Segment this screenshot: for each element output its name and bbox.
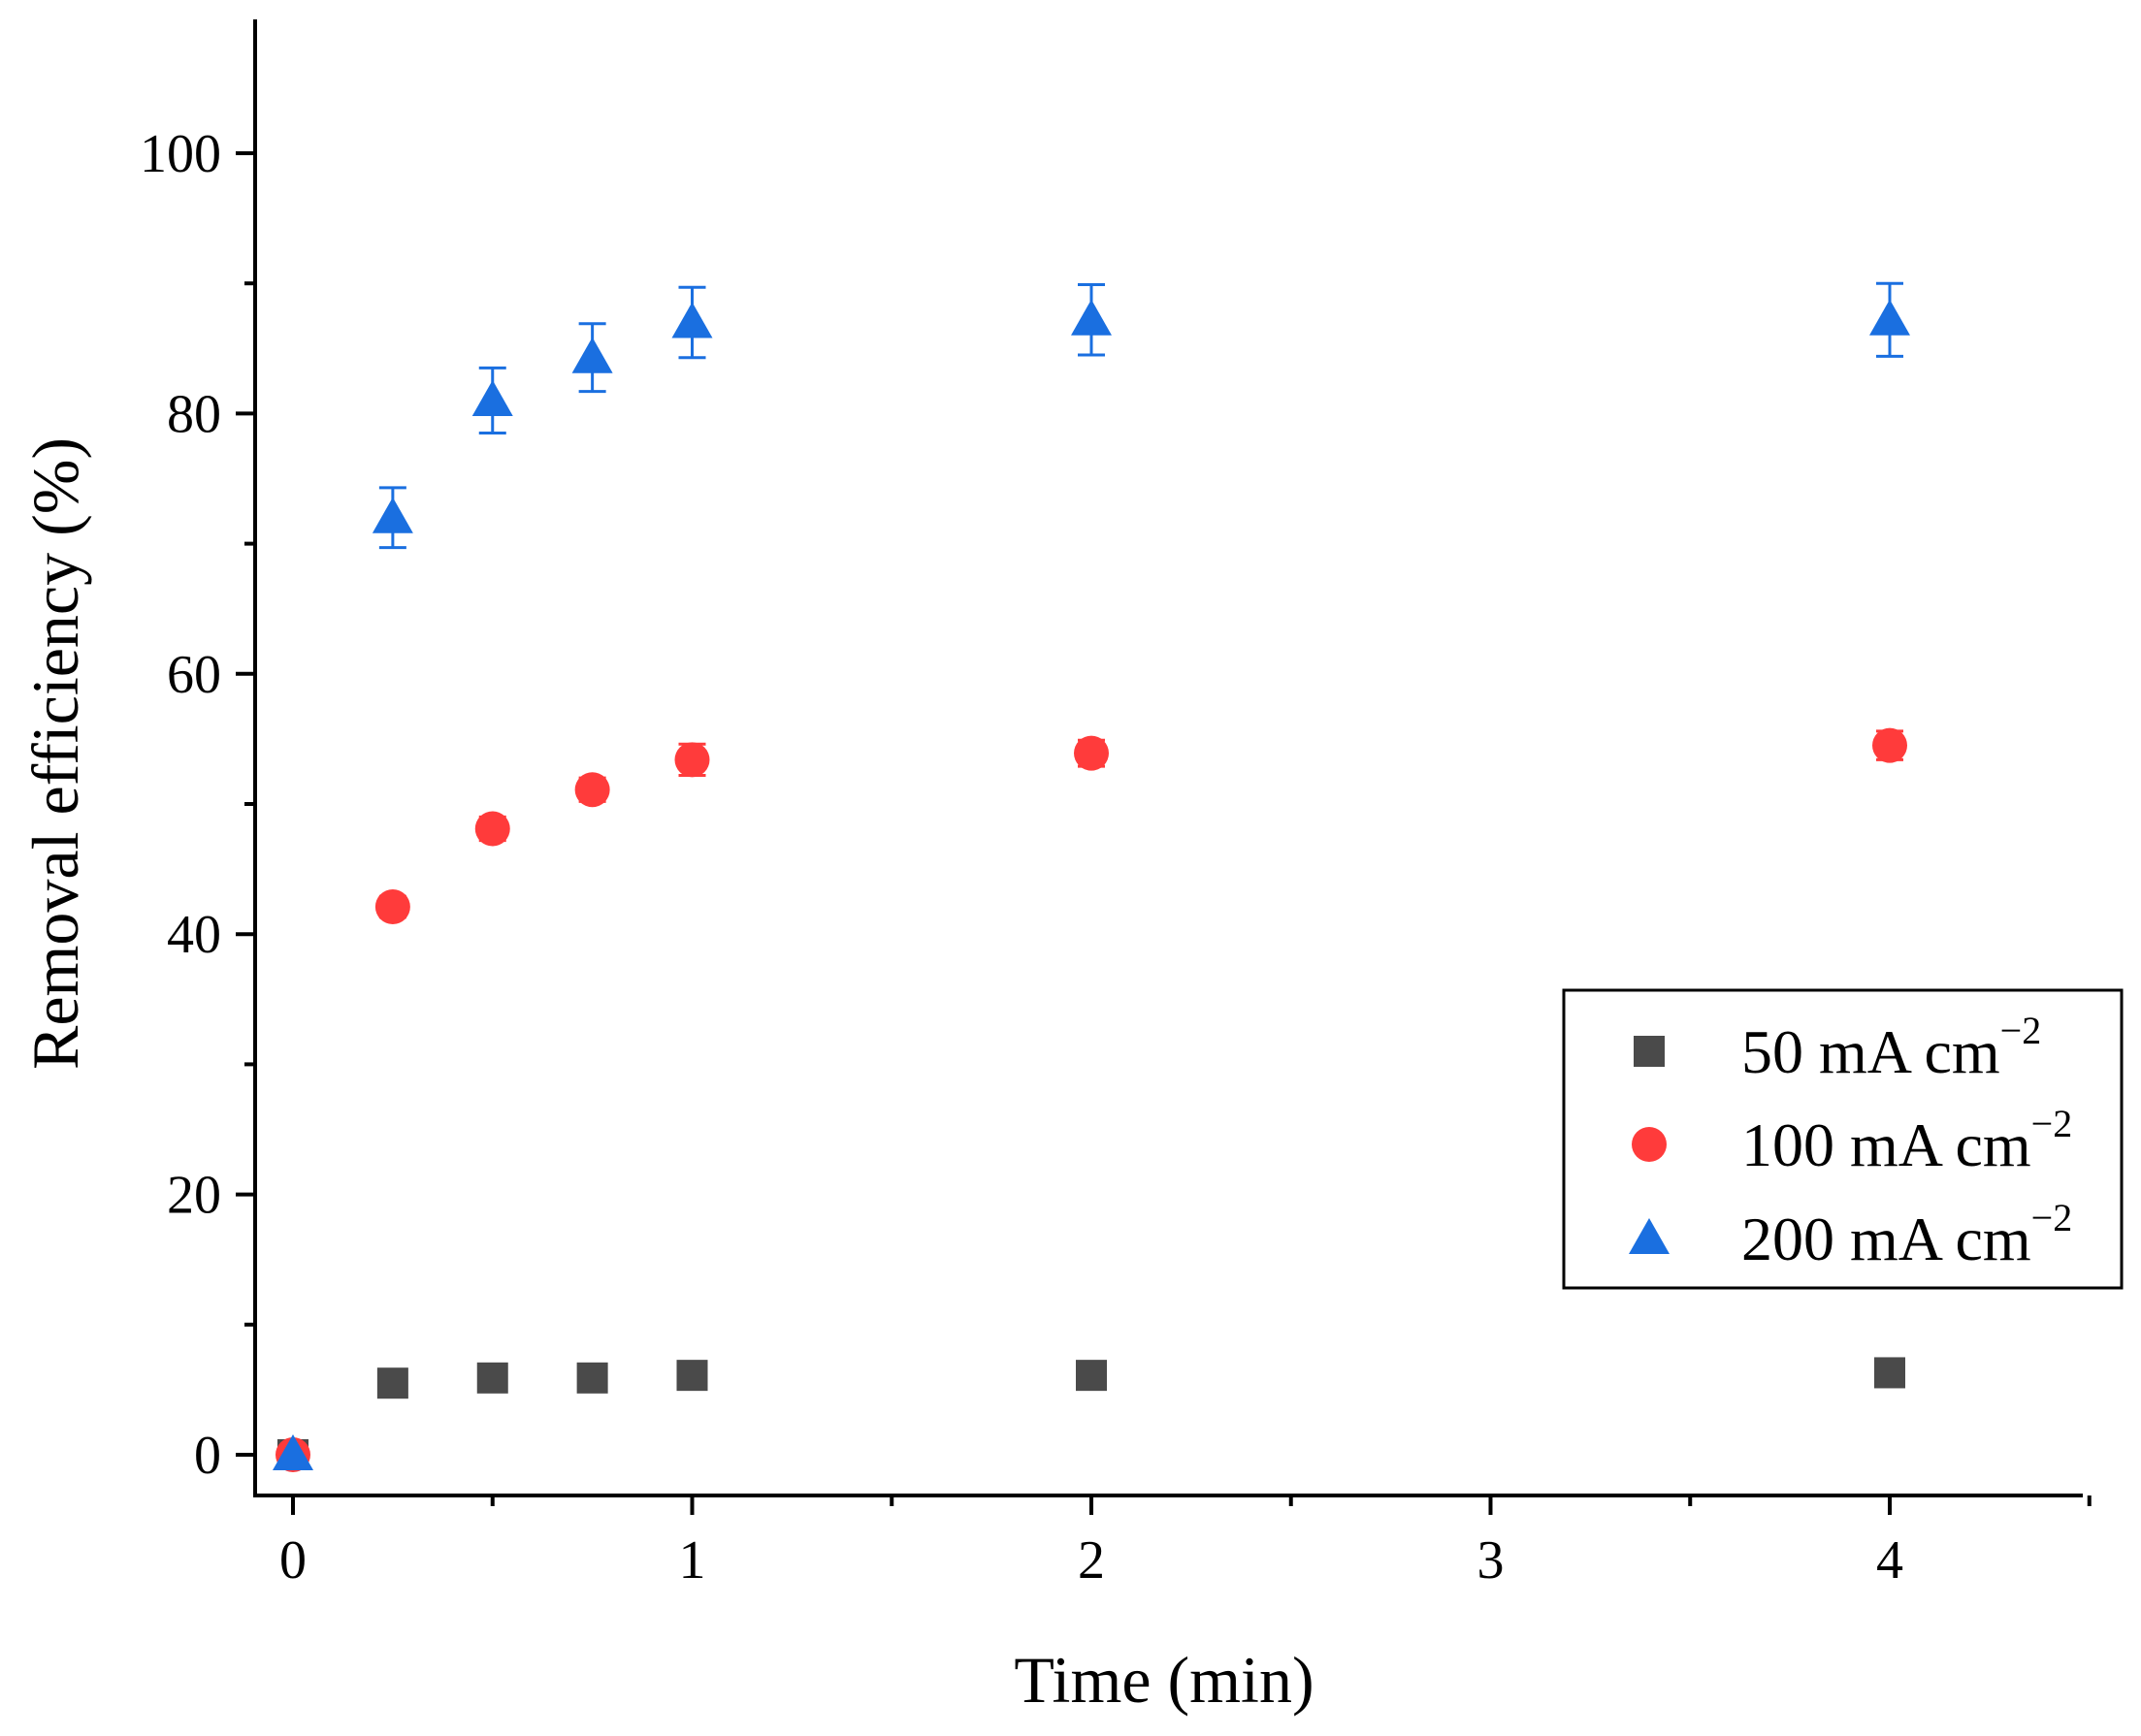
circle-point	[1872, 727, 1907, 763]
data-markers	[273, 299, 1910, 1472]
triangle-point	[471, 379, 513, 416]
legend-label: 100 mA cm−2	[1741, 1102, 2072, 1179]
triangle-point	[571, 337, 613, 373]
x-tick-label: 1	[679, 1530, 706, 1591]
y-axis-label: Removal efficiency (%)	[18, 437, 92, 1070]
triangle-point	[1071, 299, 1112, 336]
circle-point	[574, 772, 610, 808]
x-tick-label: 2	[1078, 1530, 1105, 1591]
square-point	[376, 1367, 408, 1399]
x-tick-label: 3	[1477, 1530, 1505, 1591]
legend-square-marker	[1634, 1036, 1665, 1067]
legend-label: 200 mA cm−2	[1741, 1196, 2072, 1273]
circle-point	[474, 811, 510, 847]
x-tick-label: 4	[1876, 1530, 1903, 1591]
legend-triangle-marker	[1629, 1218, 1670, 1254]
square-point	[676, 1360, 708, 1392]
y-tick-label: 0	[194, 1426, 221, 1486]
legend-circle-marker	[1632, 1127, 1667, 1162]
x-tick-label: 0	[279, 1530, 307, 1591]
legend: 50 mA cm−2 100 mA cm−2 200 mA cm−2	[1562, 988, 2124, 1290]
y-tick-label: 60	[167, 645, 221, 705]
circle-point	[1074, 735, 1109, 771]
triangle-point	[273, 1434, 313, 1470]
axes	[253, 19, 2083, 1497]
circle-point	[374, 889, 410, 925]
square-point	[476, 1362, 508, 1394]
square-point	[576, 1362, 608, 1394]
y-tick-label: 80	[167, 384, 221, 444]
triangle-point	[372, 497, 413, 533]
ticks: 0 20 40 60 80 100 0 1 2 3 4	[140, 124, 2092, 1591]
triangle-point	[1869, 299, 1910, 336]
square-point	[1076, 1360, 1107, 1392]
x-axis-label: Time (min)	[1014, 1643, 1314, 1717]
y-tick-label: 40	[167, 905, 221, 965]
y-tick-label: 100	[140, 124, 221, 184]
legend-label: 50 mA cm−2	[1741, 1009, 2041, 1086]
y-tick-label: 20	[167, 1166, 221, 1226]
square-point	[1874, 1357, 1905, 1389]
triangle-point	[671, 302, 713, 338]
circle-point	[674, 742, 710, 778]
